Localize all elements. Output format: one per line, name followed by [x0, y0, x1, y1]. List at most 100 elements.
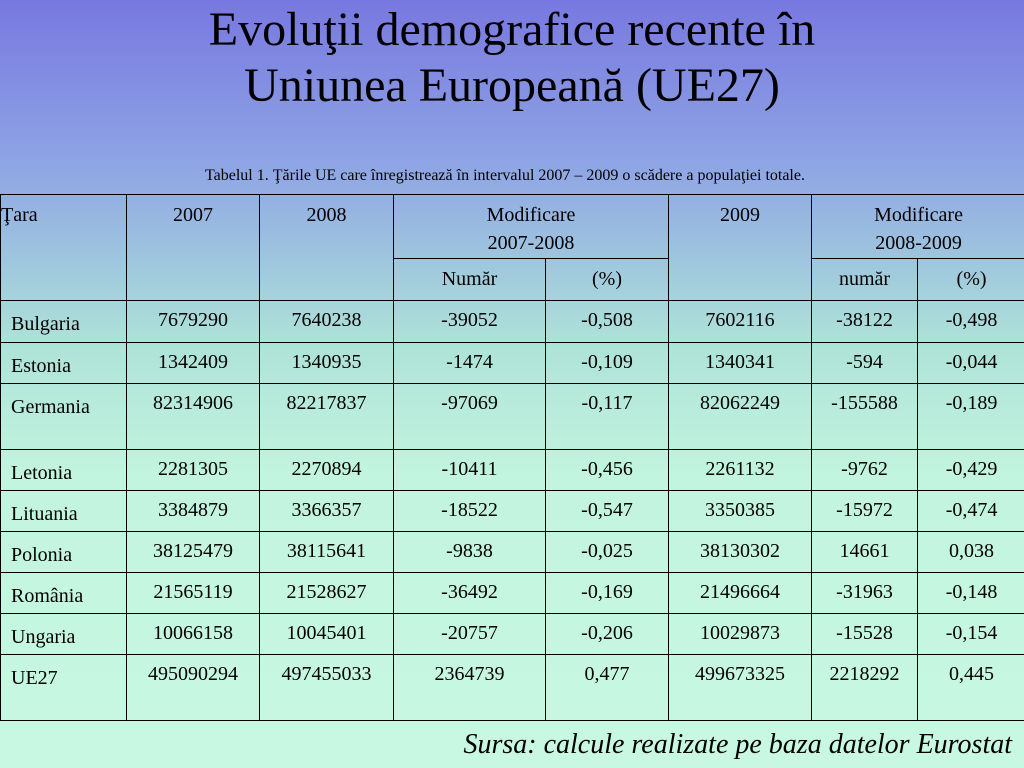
cell-change-2007-2008: -1474: [393, 342, 546, 384]
cell-percent-2007-2008: -0,025: [544, 531, 670, 573]
table-subheader-row: Număr (%) număr (%): [1, 258, 1024, 301]
cell-2008: 21528627: [259, 572, 394, 614]
cell-country: Estonia: [0, 342, 127, 384]
cell-change-2007-2008: -18522: [393, 490, 546, 532]
cell-2007: 10066158: [126, 613, 260, 655]
cell-change-2008-2009: 2218292: [811, 654, 919, 721]
cell-change-2008-2009: -38122: [811, 300, 919, 343]
cell-change-2008-2009: -155588: [811, 383, 919, 450]
cell-change-2008-2009: -9762: [811, 449, 919, 491]
cell-2009: 21496664: [668, 572, 813, 614]
cell-change-2007-2008: -10411: [393, 449, 546, 491]
cell-percent-2008-2009: 0,038: [917, 531, 1024, 573]
cell-2007: 7679290: [126, 300, 260, 343]
cell-change-2007-2008: -97069: [393, 383, 546, 450]
table-row-total: UE27 495090294 497455033 2364739 0,477 4…: [0, 654, 1024, 721]
header-2008: 2008: [259, 194, 394, 301]
cell-percent-2007-2008: -0,117: [544, 383, 670, 450]
cell-2009: 1340341: [668, 342, 813, 384]
cell-country: Germania: [0, 383, 127, 450]
table-row: Germania 82314906 82217837 -97069 -0,117…: [0, 383, 1024, 450]
cell-2009: 38130302: [668, 531, 813, 573]
header-modificare-2008-2009: Modificare 2008-2009: [811, 194, 1024, 259]
cell-2007: 82314906: [126, 383, 260, 450]
cell-change-2007-2008: -39052: [393, 300, 546, 343]
cell-2008: 10045401: [259, 613, 394, 655]
cell-country: Polonia: [0, 531, 127, 573]
header-mod1-line2: 2007-2008: [487, 232, 575, 254]
cell-percent-2007-2008: -0,508: [544, 300, 670, 343]
cell-2009: 10029873: [668, 613, 813, 655]
header-2009: 2009: [668, 194, 813, 301]
cell-change-2008-2009: -594: [811, 342, 919, 384]
cell-percent-2008-2009: -0,429: [917, 449, 1024, 491]
cell-country: Letonia: [0, 449, 127, 491]
cell-percent-2008-2009: -0,498: [917, 300, 1024, 343]
cell-2007: 2281305: [126, 449, 260, 491]
table-header-row: Ţara 2007 2008 Modificare 2007-2008 2009…: [0, 194, 1024, 301]
cell-change-2008-2009: -15972: [811, 490, 919, 532]
table-row: Polonia 38125479 38115641 -9838 -0,025 3…: [0, 531, 1024, 573]
cell-percent-2007-2008: 0,477: [544, 654, 670, 721]
cell-2008: 82217837: [259, 383, 394, 450]
cell-change-2007-2008: -20757: [393, 613, 546, 655]
header-2007: 2007: [126, 194, 260, 301]
table-row: Bulgaria 7679290 7640238 -39052 -0,508 7…: [0, 300, 1024, 343]
slide-title: Evoluţii demografice recente în Uniunea …: [0, 2, 1024, 114]
cell-2008: 2270894: [259, 449, 394, 491]
cell-country: Lituania: [0, 490, 127, 532]
cell-percent-2008-2009: 0,445: [917, 654, 1024, 721]
cell-percent-2007-2008: -0,206: [544, 613, 670, 655]
table-row: România 21565119 21528627 -36492 -0,169 …: [0, 572, 1024, 614]
cell-2009: 2261132: [668, 449, 813, 491]
table-caption: Tabelul 1. Ţările UE care înregistrează …: [205, 167, 805, 184]
cell-percent-2008-2009: -0,189: [917, 383, 1024, 450]
cell-country: Bulgaria: [0, 300, 127, 343]
table-row: Estonia 1342409 1340935 -1474 -0,109 134…: [0, 342, 1024, 384]
cell-2007: 38125479: [126, 531, 260, 573]
table-row: Letonia 2281305 2270894 -10411 -0,456 22…: [0, 449, 1024, 491]
cell-percent-2007-2008: -0,547: [544, 490, 670, 532]
cell-percent-2008-2009: -0,044: [917, 342, 1024, 384]
header-mod2-line2: 2008-2009: [875, 232, 962, 254]
cell-2007: 3384879: [126, 490, 260, 532]
cell-2007: 21565119: [126, 572, 260, 614]
header-mod1-numar: Număr: [393, 258, 546, 301]
population-table: Ţara 2007 2008 Modificare 2007-2008 2009…: [0, 194, 1024, 721]
header-mod2-numar: număr: [811, 258, 919, 301]
cell-percent-2008-2009: -0,154: [917, 613, 1024, 655]
slide-title-line-1: Evoluţii demografice recente în: [208, 3, 816, 56]
cell-country: România: [0, 572, 127, 614]
cell-percent-2007-2008: -0,169: [544, 572, 670, 614]
cell-change-2007-2008: 2364739: [393, 654, 546, 721]
header-modificare-2007-2008: Modificare 2007-2008: [392, 194, 670, 259]
cell-change-2007-2008: -9838: [393, 531, 546, 573]
header-country: Ţara: [0, 194, 127, 301]
table-row: Lituania 3384879 3366357 -18522 -0,547 3…: [0, 490, 1024, 532]
table-row: Ungaria 10066158 10045401 -20757 -0,206 …: [0, 613, 1024, 655]
header-mod2-percent: (%): [917, 258, 1024, 301]
header-mod1-percent: (%): [544, 258, 670, 301]
cell-change-2007-2008: -36492: [393, 572, 546, 614]
cell-2009: 499673325: [668, 654, 813, 721]
header-mod2-line1: Modificare: [874, 204, 963, 226]
cell-country: Ungaria: [0, 613, 127, 655]
cell-2008: 38115641: [259, 531, 394, 573]
cell-percent-2008-2009: -0,474: [917, 490, 1024, 532]
cell-country: UE27: [0, 654, 127, 721]
header-mod1-line1: Modificare: [486, 204, 576, 226]
slide-title-line-2: Uniunea Europeană (UE27): [244, 59, 780, 112]
cell-2008: 3366357: [259, 490, 394, 532]
cell-2009: 3350385: [668, 490, 813, 532]
cell-percent-2008-2009: -0,148: [917, 572, 1024, 614]
cell-percent-2007-2008: -0,456: [544, 449, 670, 491]
cell-2008: 497455033: [259, 654, 394, 721]
source-note: Sursa: calcule realizate pe baza datelor…: [463, 729, 1012, 760]
cell-2008: 1340935: [259, 342, 394, 384]
cell-change-2008-2009: -15528: [811, 613, 919, 655]
cell-change-2008-2009: 14661: [811, 531, 919, 573]
cell-2009: 7602116: [668, 300, 813, 343]
cell-2008: 7640238: [259, 300, 394, 343]
cell-percent-2007-2008: -0,109: [544, 342, 670, 384]
cell-change-2008-2009: -31963: [811, 572, 919, 614]
